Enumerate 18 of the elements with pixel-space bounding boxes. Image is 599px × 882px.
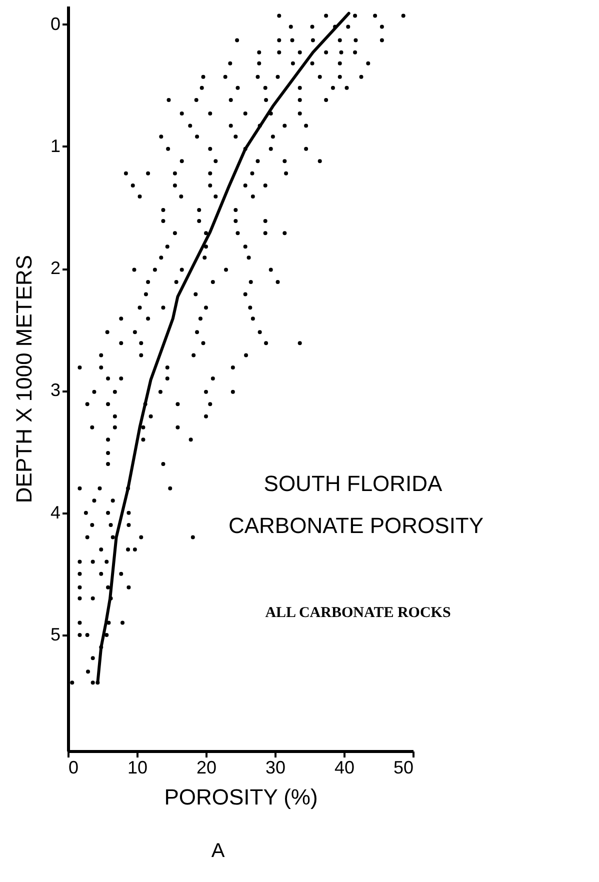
y-tick-label: 4 (50, 502, 60, 522)
x-tick-label: 50 (393, 758, 414, 778)
y-tick-label: 2 (50, 258, 60, 278)
x-tick-label: 20 (196, 758, 217, 778)
x-tick-label: 10 (127, 758, 148, 778)
y-axis-title: DEPTH X 1000 METERS (11, 254, 36, 504)
x-tick-label: 40 (334, 758, 355, 778)
x-tick-label: 30 (265, 758, 286, 778)
x-tick-label: 0 (68, 758, 79, 778)
annotation: ALL CARBONATE ROCKS (265, 605, 451, 621)
y-tick-label: 1 (50, 136, 60, 156)
text: A (211, 840, 226, 862)
y-tick-label: 5 (50, 624, 60, 644)
annotation: SOUTH FLORIDA (264, 471, 443, 496)
y-tick-label: 0 (50, 14, 60, 34)
y-tick-label: 3 (50, 380, 60, 400)
annotation: CARBONATE POROSITY (228, 513, 484, 538)
x-axis-title: POROSITY (%) (164, 784, 318, 810)
